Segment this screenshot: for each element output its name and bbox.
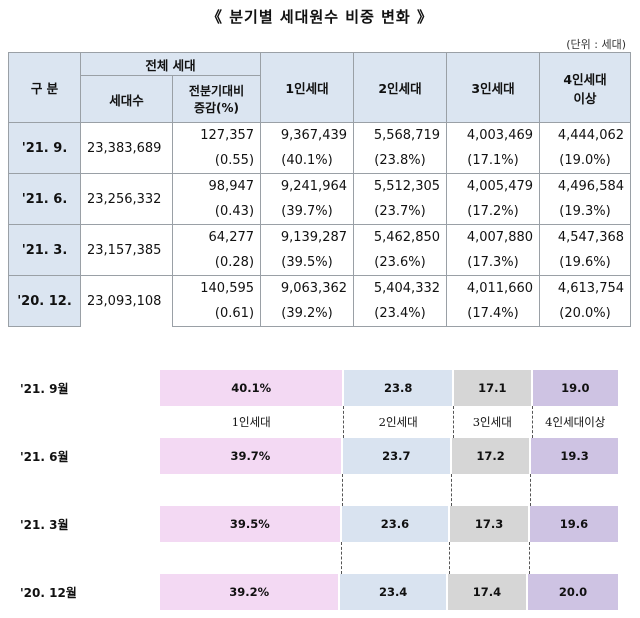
header-4person: 4인세대 이상	[539, 52, 632, 123]
header-2person: 2인세대	[353, 52, 448, 123]
household-count: 9,367,439	[260, 122, 355, 148]
header-households: 세대수	[80, 75, 173, 123]
household-count: 4,547,368	[539, 224, 632, 250]
change-count: 64,277	[171, 224, 262, 250]
change-count: 127,357	[171, 122, 262, 148]
legend-item: 4인세대이상	[545, 415, 606, 429]
row-label: '21. 6.	[8, 173, 81, 225]
chart-row-label: '21. 9월	[20, 382, 69, 396]
change-percent: (0.61)	[171, 301, 262, 327]
household-percent: (20.0%)	[539, 301, 632, 327]
connector-line	[340, 542, 342, 574]
household-count: 4,005,479	[446, 173, 541, 199]
household-count: 5,404,332	[353, 275, 448, 301]
bar-segment: 39.5%	[160, 506, 340, 542]
page-title: 《 분기별 세대원수 비중 변화 》	[207, 8, 433, 26]
connector-line	[530, 474, 532, 506]
household-count: 9,063,362	[260, 275, 355, 301]
connector-line	[531, 406, 533, 438]
bar-segment: 17.3	[450, 506, 528, 542]
household-percent: (39.2%)	[260, 301, 355, 327]
row-label: '21. 3.	[8, 224, 81, 276]
household-count: 4,007,880	[446, 224, 541, 250]
chart-row-label: '21. 6월	[20, 450, 69, 464]
bar-segment: 39.7%	[160, 438, 341, 474]
household-percent: (40.1%)	[260, 148, 355, 174]
household-count: 9,241,964	[260, 173, 355, 199]
change-percent: (0.28)	[171, 250, 262, 276]
household-count: 5,568,719	[353, 122, 448, 148]
composition-chart: '21. 9월 40.1% 1인세대 23.8 2인세대 17.1 3인세대 19.0 4인세대…	[0, 360, 640, 618]
household-percent: (19.0%)	[539, 148, 632, 174]
total-households: 23,157,385	[80, 224, 173, 276]
chart-row-label: '21. 3월	[20, 518, 69, 532]
bar-segment: 23.6	[341, 506, 449, 542]
household-table: 구 분 전체 세대 1인세대 2인세대 3인세대 4인세대 이상 세대수 전분기…	[8, 52, 632, 327]
household-percent: (39.7%)	[260, 199, 355, 225]
bar-segment: 19.6	[529, 506, 618, 542]
household-count: 4,613,754	[539, 275, 632, 301]
household-percent: (23.6%)	[353, 250, 448, 276]
bar-segment: 17.2	[451, 438, 530, 474]
household-count: 5,512,305	[353, 173, 448, 199]
household-count: 9,139,287	[260, 224, 355, 250]
chart-row-label: '20. 12월	[20, 586, 77, 600]
household-percent: (19.6%)	[539, 250, 632, 276]
household-percent: (23.8%)	[353, 148, 448, 174]
household-percent: (23.7%)	[353, 199, 448, 225]
category-header: 구 분	[8, 52, 81, 123]
change-count: 140,595	[171, 275, 262, 301]
bar-segment: 23.4	[340, 574, 446, 610]
header-change: 전분기대비 증감(%)	[171, 75, 262, 123]
household-percent: (17.1%)	[446, 148, 541, 174]
household-count: 4,444,062	[539, 122, 632, 148]
household-count: 5,462,850	[353, 224, 448, 250]
change-percent: (0.43)	[171, 199, 262, 225]
change-percent: (0.55)	[171, 148, 262, 174]
legend-item: 1인세대	[231, 415, 271, 429]
household-percent: (39.5%)	[260, 250, 355, 276]
bar-segment: 39.2%	[160, 574, 339, 610]
connector-line	[452, 406, 454, 438]
connector-line	[450, 474, 452, 506]
connector-line	[341, 474, 343, 506]
row-label: '20. 12.	[8, 275, 81, 327]
bar-segment: 17.1	[453, 370, 531, 406]
connector-line	[449, 542, 451, 574]
header-1person: 1인세대	[260, 52, 355, 123]
legend-item: 2인세대	[378, 415, 418, 429]
connector-line	[343, 406, 345, 438]
bar-segment: 23.8	[344, 370, 452, 406]
household-percent: (17.4%)	[446, 301, 541, 327]
row-label: '21. 9.	[8, 122, 81, 174]
bar-segment: 20.0	[528, 574, 618, 610]
total-households: 23,256,332	[80, 173, 173, 225]
household-percent: (17.3%)	[446, 250, 541, 276]
household-percent: (19.3%)	[539, 199, 632, 225]
unit-label: (단위 : 세대)	[566, 38, 626, 51]
bar-segment: 40.1%	[160, 370, 343, 406]
bar-segment: 19.3	[531, 438, 618, 474]
household-count: 4,011,660	[446, 275, 541, 301]
total-households: 23,383,689	[80, 122, 173, 174]
bar-segment: 23.7	[342, 438, 450, 474]
household-percent: (23.4%)	[353, 301, 448, 327]
header-3person: 3인세대	[446, 52, 541, 123]
bar-segment: 17.4	[447, 574, 526, 610]
change-count: 98,947	[171, 173, 262, 199]
household-count: 4,003,469	[446, 122, 541, 148]
connector-line	[528, 542, 530, 574]
household-percent: (17.2%)	[446, 199, 541, 225]
legend-item: 3인세대	[472, 415, 512, 429]
bar-segment: 19.0	[532, 370, 618, 406]
household-count: 4,496,584	[539, 173, 632, 199]
total-group-header: 전체 세대	[79, 52, 262, 76]
total-households: 23,093,108	[80, 275, 173, 327]
